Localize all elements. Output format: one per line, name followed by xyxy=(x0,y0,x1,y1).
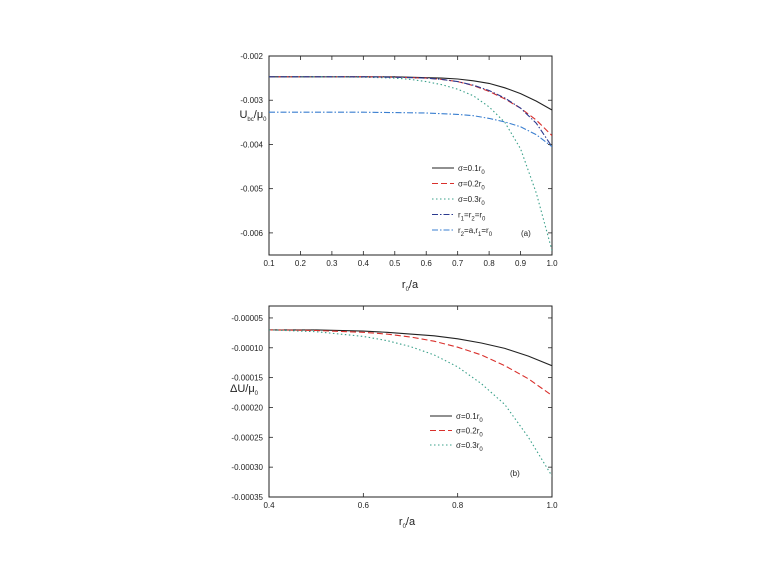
x-tick-label: 0.2 xyxy=(295,259,307,268)
panel-label: (a) xyxy=(521,229,531,238)
y-tick-label: -0.004 xyxy=(240,140,263,149)
legend-label: σ=0.1r0 xyxy=(458,164,485,176)
x-tick-label: 0.4 xyxy=(263,501,275,510)
legend-label: σ=0.3r0 xyxy=(456,441,483,453)
x-tick-label: 0.7 xyxy=(452,259,464,268)
y-tick-label: -0.00035 xyxy=(231,493,263,502)
y-tick-label: -0.00005 xyxy=(231,314,263,323)
y-tick-label: -0.00010 xyxy=(231,344,263,353)
y-tick-label: -0.00030 xyxy=(231,463,263,472)
y-tick-label: -0.003 xyxy=(240,96,263,105)
y-tick-label: -0.002 xyxy=(240,52,263,61)
legend-label: σ=0.3r0 xyxy=(458,195,485,207)
y-axis-label: ΔU/μ0 xyxy=(230,383,259,397)
legend-label: σ=0.2r0 xyxy=(458,180,485,192)
legend-label: r2=a,r1=r0 xyxy=(458,226,493,238)
chart-panel-b: 0.4 0.6 0.8 1.0 -0.00005 -0.00010 -0.00015 -0.0… xyxy=(230,305,558,530)
plot-frame xyxy=(268,305,553,498)
panel-label: (b) xyxy=(510,469,520,478)
series-line-3 xyxy=(269,76,552,251)
y-tick-label: -0.00025 xyxy=(231,433,263,442)
legend-label: r1=r2=r0 xyxy=(458,211,486,223)
x-axis-label: r0/a xyxy=(399,516,416,530)
x-tick-label: 1.0 xyxy=(546,259,558,268)
series-line-2 xyxy=(269,76,552,136)
series-line-1 xyxy=(269,329,552,367)
series-line-2 xyxy=(269,329,552,396)
legend-label: σ=0.1r0 xyxy=(456,412,483,424)
x-tick-label: 0.8 xyxy=(452,501,464,510)
x-tick-label: 0.8 xyxy=(484,259,496,268)
x-tick-label: 1.0 xyxy=(546,501,558,510)
y-tick-label: -0.00020 xyxy=(231,403,263,412)
y-axis-label: Ubc/μ0 xyxy=(239,109,267,123)
plot-frame xyxy=(268,55,553,256)
y-tick-label: -0.006 xyxy=(240,229,263,238)
x-axis-label: r0/a xyxy=(402,279,419,293)
legend-label: σ=0.2r0 xyxy=(456,427,483,439)
x-tick-label: 0.6 xyxy=(421,259,433,268)
y-tick-label: -0.00015 xyxy=(231,374,263,383)
series-line-4 xyxy=(269,76,552,148)
series-line-3 xyxy=(269,329,552,477)
chart-panel-a: 0.1 0.2 0.3 0.4 0.5 0.6 0.7 0.8 0.9 1.0 -0.002 -0.0… xyxy=(239,52,558,293)
y-tick-label: -0.005 xyxy=(240,185,263,194)
series-line-1 xyxy=(269,76,552,111)
x-tick-label: 0.9 xyxy=(515,259,527,268)
x-tick-label: 0.4 xyxy=(358,259,370,268)
x-tick-label: 0.1 xyxy=(263,259,275,268)
x-tick-label: 0.3 xyxy=(326,259,338,268)
x-tick-label: 0.6 xyxy=(358,501,370,510)
x-tick-label: 0.5 xyxy=(389,259,401,268)
series-line-5 xyxy=(269,111,552,148)
